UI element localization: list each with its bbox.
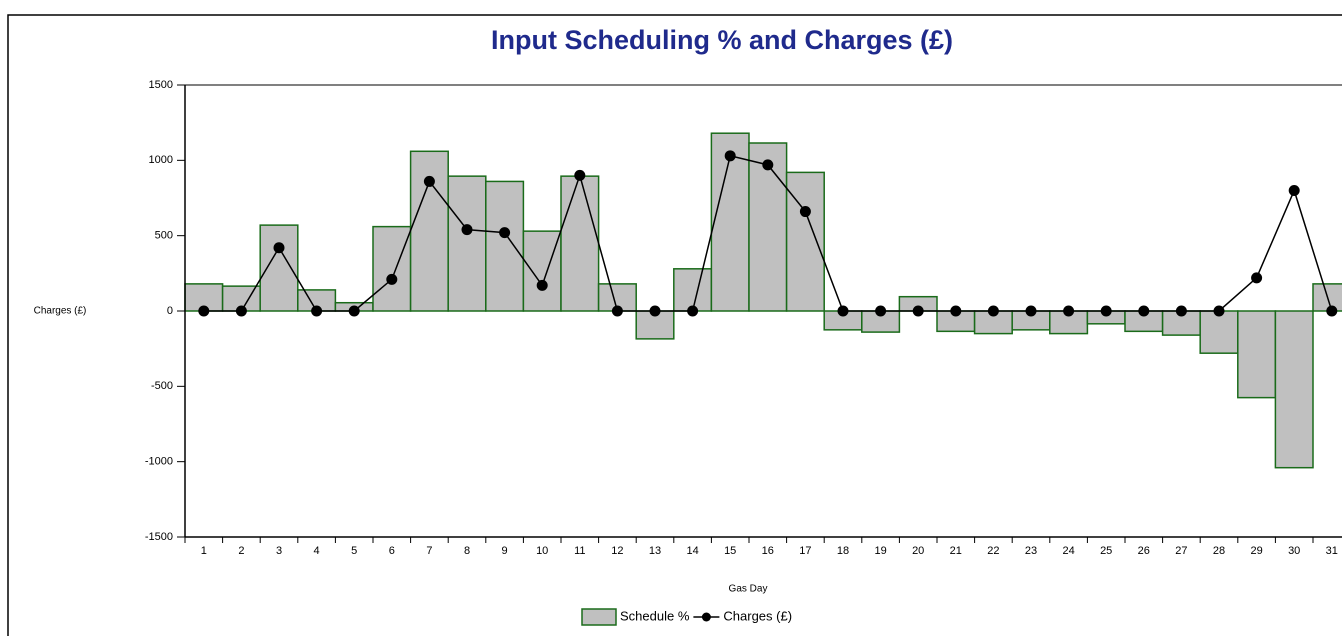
line-point bbox=[987, 305, 999, 317]
x-tick-label: 26 bbox=[1138, 545, 1150, 557]
bar bbox=[372, 225, 412, 312]
x-tick-label: 21 bbox=[950, 545, 962, 557]
line-point bbox=[799, 206, 811, 218]
x-tick-label: 11 bbox=[574, 545, 585, 557]
line-point bbox=[536, 279, 548, 291]
line-point bbox=[1063, 305, 1075, 317]
x-tick-label: 30 bbox=[1288, 545, 1300, 557]
x-tick-label: 12 bbox=[611, 545, 623, 557]
bar bbox=[1199, 310, 1239, 354]
line-point bbox=[762, 159, 774, 171]
line-point bbox=[311, 305, 323, 317]
y-tick-label: 500 bbox=[155, 230, 173, 242]
x-tick-label: 27 bbox=[1175, 545, 1187, 557]
line-point bbox=[875, 305, 887, 317]
bar bbox=[447, 175, 487, 312]
line-point bbox=[837, 305, 849, 317]
bar bbox=[1274, 310, 1314, 469]
x-tick-label: 8 bbox=[464, 545, 470, 557]
x-tick-label: 29 bbox=[1250, 545, 1262, 557]
line-point bbox=[1213, 305, 1225, 317]
line-point bbox=[499, 227, 511, 239]
line-point bbox=[1326, 305, 1338, 317]
y-tick-label: -500 bbox=[151, 380, 173, 392]
y-tick-label: -1500 bbox=[145, 531, 173, 543]
bar bbox=[522, 230, 562, 312]
x-tick-label: 24 bbox=[1062, 545, 1074, 557]
y-tick-label: -1000 bbox=[145, 456, 173, 468]
line-point bbox=[687, 305, 699, 317]
line-point bbox=[574, 169, 586, 181]
chart-frame bbox=[7, 14, 1342, 636]
legend-label: Schedule % bbox=[620, 608, 690, 623]
line-point bbox=[950, 305, 962, 317]
bar bbox=[560, 175, 600, 312]
line-point bbox=[198, 305, 210, 317]
line-point bbox=[348, 305, 360, 317]
x-tick-label: 2 bbox=[238, 545, 244, 557]
bar bbox=[409, 150, 449, 312]
x-tick-label: 5 bbox=[351, 545, 357, 557]
y-tick-label: 0 bbox=[167, 305, 173, 317]
x-tick-label: 23 bbox=[1025, 545, 1037, 557]
x-tick-label: 3 bbox=[276, 545, 282, 557]
x-tick-label: 1 bbox=[201, 545, 207, 557]
bar bbox=[259, 224, 299, 312]
legend-swatch bbox=[581, 608, 617, 626]
bar bbox=[785, 171, 825, 312]
x-tick-label: 10 bbox=[536, 545, 548, 557]
line-point bbox=[461, 224, 473, 236]
chart-title: Input Scheduling % and Charges (£) bbox=[491, 25, 953, 55]
line-point bbox=[386, 273, 398, 285]
bar bbox=[673, 268, 713, 312]
line-point bbox=[724, 150, 736, 162]
x-tick-label: 9 bbox=[502, 545, 508, 557]
bar bbox=[485, 180, 525, 312]
x-tick-label: 13 bbox=[649, 545, 661, 557]
legend-label: Charges (£) bbox=[723, 608, 792, 623]
x-tick-label: 19 bbox=[874, 545, 886, 557]
bar bbox=[1237, 310, 1277, 399]
y-tick-label: 1000 bbox=[149, 154, 173, 166]
x-axis-label: Gas Day bbox=[729, 584, 768, 595]
line-point bbox=[912, 305, 924, 317]
line-point bbox=[423, 175, 435, 187]
line-point bbox=[1100, 305, 1112, 317]
legend-swatch-dot bbox=[701, 612, 711, 622]
x-tick-label: 6 bbox=[389, 545, 395, 557]
x-tick-label: 7 bbox=[426, 545, 432, 557]
line-point bbox=[1251, 272, 1263, 284]
x-tick-label: 18 bbox=[837, 545, 849, 557]
x-tick-label: 22 bbox=[987, 545, 999, 557]
line-point bbox=[235, 305, 247, 317]
line-point bbox=[611, 305, 623, 317]
x-tick-label: 16 bbox=[762, 545, 774, 557]
x-tick-label: 4 bbox=[314, 545, 320, 557]
y-tick-label: 1500 bbox=[149, 79, 173, 91]
y-axis-label: Charges (£) bbox=[34, 306, 87, 317]
line-point bbox=[1138, 305, 1150, 317]
line-point bbox=[1175, 305, 1187, 317]
line-point bbox=[1025, 305, 1037, 317]
x-tick-label: 15 bbox=[724, 545, 736, 557]
x-tick-label: 17 bbox=[799, 545, 811, 557]
line-point bbox=[273, 242, 285, 254]
x-tick-label: 31 bbox=[1326, 545, 1338, 557]
x-tick-label: 25 bbox=[1100, 545, 1112, 557]
x-tick-label: 20 bbox=[912, 545, 924, 557]
x-tick-label: 14 bbox=[686, 545, 698, 557]
x-tick-label: 28 bbox=[1213, 545, 1225, 557]
line-point bbox=[1288, 184, 1300, 196]
line-point bbox=[649, 305, 661, 317]
